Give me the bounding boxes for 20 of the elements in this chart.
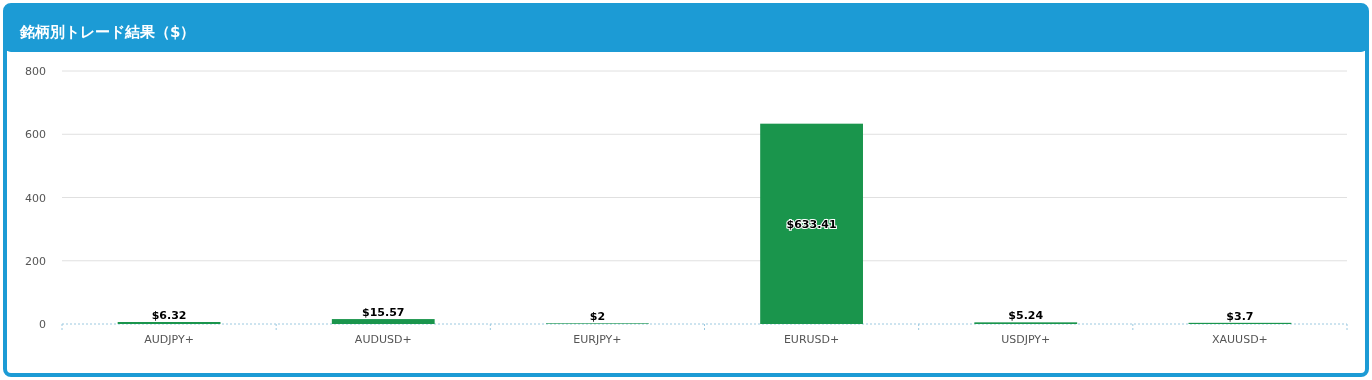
data-label: $6.32: [151, 309, 187, 322]
bar: [331, 319, 435, 324]
x-tick-label: AUDUSD+: [354, 333, 412, 346]
y-tick-label: 0: [39, 318, 46, 331]
y-tick-label: 800: [25, 65, 46, 78]
chart-title: 銘柄別トレード結果（$）: [19, 23, 196, 41]
x-tick-label: XAUUSD+: [1211, 333, 1268, 346]
y-tick-label: 600: [25, 128, 46, 142]
x-tick-label: AUDJPY+: [144, 333, 194, 346]
x-tick-label: EURUSD+: [783, 333, 840, 346]
y-tick-label: 400: [25, 191, 46, 205]
x-tick-label: EURJPY+: [573, 333, 622, 346]
data-label: $5.24: [1008, 309, 1044, 323]
bar: [760, 123, 863, 324]
data-label: $3.7: [1226, 309, 1254, 323]
data-label: $15.57: [362, 306, 405, 320]
x-tick-label: USDJPY+: [1001, 333, 1051, 346]
data-label: $2: [589, 310, 606, 324]
data-label: $633.41: [786, 217, 837, 231]
y-tick-label: 200: [25, 254, 46, 268]
